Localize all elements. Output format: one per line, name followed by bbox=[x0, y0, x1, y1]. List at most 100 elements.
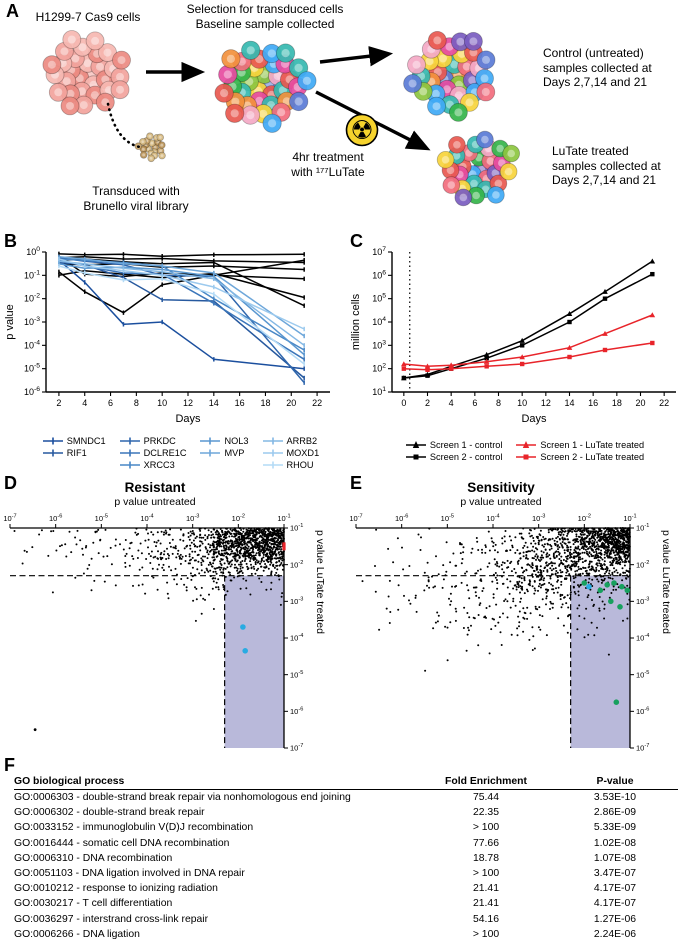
legend-swatch bbox=[119, 461, 140, 469]
scatter-cloud bbox=[13, 527, 285, 732]
svg-text:4: 4 bbox=[449, 398, 454, 408]
panel-e-letter: E bbox=[350, 473, 363, 493]
panel-e-scatter: 10-7 10-6 10-5 10-4 10-3 10-2 10-110-1 10-2 10-3… bbox=[349, 514, 649, 753]
legend-item: XRCC3 bbox=[119, 460, 187, 470]
svg-text:100: 100 bbox=[26, 246, 40, 257]
svg-text:22: 22 bbox=[312, 398, 322, 408]
go-fold-enrichment: 22.35 bbox=[472, 807, 499, 819]
svg-text:6: 6 bbox=[472, 398, 477, 408]
legend-item: Screen 2 - LuTate treated bbox=[516, 452, 644, 462]
series-lines bbox=[401, 258, 656, 381]
control-samples-label: Control (untreated) samples collected at… bbox=[543, 46, 652, 90]
legend-item: Screen 1 - control bbox=[405, 440, 503, 450]
legend-item: Screen 2 - control bbox=[405, 452, 502, 462]
svg-text:22: 22 bbox=[659, 398, 669, 408]
cells-label: H1299-7 Cas9 cells bbox=[35, 10, 141, 24]
svg-text:10: 10 bbox=[157, 398, 167, 408]
svg-text:8: 8 bbox=[496, 398, 501, 408]
svg-text:8: 8 bbox=[134, 398, 139, 408]
legend-item: Screen 1 - LuTate treated bbox=[516, 440, 644, 450]
go-table-row: GO:0006266 - DNA ligation > 100 2.24E-06 bbox=[14, 927, 678, 942]
svg-text:107: 107 bbox=[372, 246, 386, 257]
svg-text:10-3: 10-3 bbox=[636, 597, 649, 606]
go-table-row: GO:0010212 - response to ionizing radiat… bbox=[14, 881, 678, 896]
axes: 10-7 10-6 10-5 10-4 10-3 10-2 10-110-1 10-2 10-3… bbox=[3, 514, 303, 753]
panel-b-chart: 100 10-1 10-2 10-3 10-4 10-5 10-6 2 4 6 8 10 12 14 16 1… bbox=[4, 246, 330, 425]
go-fold-enrichment: 54.16 bbox=[472, 913, 499, 925]
svg-text:102: 102 bbox=[372, 363, 386, 374]
go-p-value: 1.02E-08 bbox=[593, 837, 637, 849]
svg-text:10-1: 10-1 bbox=[623, 514, 636, 523]
svg-text:106: 106 bbox=[372, 269, 386, 280]
svg-text:10-4: 10-4 bbox=[24, 339, 40, 350]
go-p-value: 2.24E-06 bbox=[593, 928, 637, 940]
svg-text:10-2: 10-2 bbox=[290, 560, 303, 569]
go-term: GO:0006302 - double-strand break repair bbox=[14, 807, 205, 819]
panel-b-legend: SMNDC1 RIF1 PRKDC DCLRE1C XRCC3 NOL3 MVP ARRB2 M… bbox=[18, 436, 344, 470]
legend-swatch bbox=[516, 454, 537, 460]
go-table-row: GO:0006303 - double-strand break repair … bbox=[14, 790, 678, 805]
legend-item: NOL3 bbox=[200, 436, 249, 446]
svg-text:18: 18 bbox=[612, 398, 622, 408]
svg-text:10-7: 10-7 bbox=[349, 514, 362, 523]
svg-text:10-2: 10-2 bbox=[232, 514, 245, 523]
go-term: GO:0006266 - DNA ligation bbox=[14, 928, 140, 940]
svg-text:10-5: 10-5 bbox=[636, 670, 649, 679]
cell-cluster-pool bbox=[214, 40, 317, 133]
radiation-icon: ☢ bbox=[345, 113, 379, 147]
go-p-value: 3.53E-10 bbox=[593, 792, 637, 803]
go-term: GO:0006303 - double-strand break repair … bbox=[14, 792, 351, 803]
go-table-row: GO:0016444 - somatic cell DNA recombinat… bbox=[14, 836, 678, 851]
legend-label: PRKDC bbox=[143, 436, 176, 446]
svg-text:10-2: 10-2 bbox=[636, 560, 649, 569]
legend-swatch bbox=[262, 437, 283, 445]
panel-b-letter: B bbox=[4, 231, 17, 251]
svg-text:10-6: 10-6 bbox=[636, 707, 649, 716]
svg-text:10-1: 10-1 bbox=[636, 523, 649, 532]
panel-e-right-axis-label: p value LuTate treated bbox=[660, 530, 672, 634]
svg-text:103: 103 bbox=[372, 339, 386, 350]
svg-text:☢: ☢ bbox=[350, 115, 373, 145]
legend-swatch bbox=[262, 449, 283, 457]
treatment-label: 4hr treatment with ¹⁷⁷LuTate bbox=[291, 150, 365, 179]
lutate-samples-label: LuTate treated samples collected at Days… bbox=[552, 144, 661, 188]
legend-label: SMNDC1 bbox=[66, 436, 106, 446]
legend-swatch bbox=[42, 437, 63, 445]
svg-text:10-1: 10-1 bbox=[290, 523, 303, 532]
go-term: GO:0051103 - DNA ligation involved in DN… bbox=[14, 868, 245, 880]
svg-text:105: 105 bbox=[372, 293, 386, 304]
svg-text:10-7: 10-7 bbox=[3, 514, 16, 523]
panel-c-legend: Screen 1 - control Screen 2 - control Scre… bbox=[362, 440, 688, 462]
legend-label: Screen 1 - control bbox=[429, 440, 503, 450]
axes: 10-7 10-6 10-5 10-4 10-3 10-2 10-110-1 10-2 10-3… bbox=[349, 514, 649, 753]
series-lines bbox=[58, 251, 305, 385]
legend-item: RHOU bbox=[262, 460, 320, 470]
panel-c-chart: 107 106 105 104 103 102 101 0 2 4 6 8 10 12 14 16 18 20 22… bbox=[350, 246, 676, 425]
panel-a-illustration: ☢ bbox=[42, 30, 521, 207]
go-table-row: GO:0006310 - DNA recombination 18.78 1.07E… bbox=[14, 851, 678, 866]
panel-d-scatter: 10-7 10-6 10-5 10-4 10-3 10-2 10-110-1 10-2 10-3… bbox=[3, 514, 303, 753]
scatter-cloud bbox=[361, 527, 631, 672]
legend-label: ARRB2 bbox=[286, 436, 318, 446]
go-fold-enrichment: > 100 bbox=[472, 822, 500, 834]
legend-label: NOL3 bbox=[224, 436, 249, 446]
panel-d-title: Resistant bbox=[124, 480, 186, 495]
svg-text:10-6: 10-6 bbox=[24, 386, 40, 397]
svg-text:14: 14 bbox=[209, 398, 219, 408]
svg-text:10-2: 10-2 bbox=[578, 514, 591, 523]
panel-e-title: Sensitivity bbox=[467, 480, 535, 495]
go-table-row: GO:0036297 - interstrand cross-link repa… bbox=[14, 912, 678, 927]
svg-text:10-5: 10-5 bbox=[441, 514, 454, 523]
panel-d-letter: D bbox=[4, 473, 17, 493]
panel-a-letter: A bbox=[6, 1, 19, 21]
legend-swatch bbox=[262, 461, 283, 469]
y-axis-label: million cells bbox=[350, 293, 362, 350]
go-header-process: GO biological process bbox=[14, 776, 125, 787]
svg-text:104: 104 bbox=[372, 316, 386, 327]
svg-text:2: 2 bbox=[56, 398, 61, 408]
hit-points bbox=[240, 624, 248, 654]
svg-text:10-2: 10-2 bbox=[24, 293, 40, 304]
svg-text:12: 12 bbox=[183, 398, 193, 408]
panel-c-letter: C bbox=[350, 231, 363, 251]
